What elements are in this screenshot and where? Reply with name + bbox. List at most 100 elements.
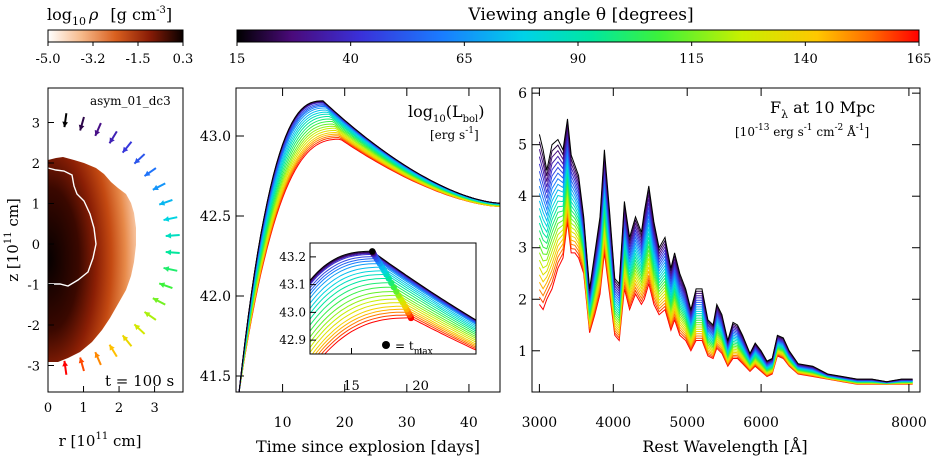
density-tick-label: -1.5 xyxy=(125,52,150,67)
left-y-tick-label: -2 xyxy=(27,319,40,334)
mid-x-tick-label: 20 xyxy=(336,415,354,431)
right-panel-frame xyxy=(531,87,921,393)
viewing-arrow-head xyxy=(159,282,166,288)
viewing-arrow-head xyxy=(122,146,129,153)
inset-curve-line xyxy=(311,305,476,354)
inset-curve-line xyxy=(310,266,476,327)
left-y-tick-label: 1 xyxy=(32,198,40,213)
light-curves xyxy=(238,100,500,392)
inset-y-tick-label: 42.9 xyxy=(279,333,306,347)
viewing-arrow-head xyxy=(134,157,141,164)
left-y-axis-label: z [1011 cm] xyxy=(3,198,22,282)
left-x-tick-label: 2 xyxy=(115,401,123,416)
right-y-tick-label: 1 xyxy=(518,344,527,360)
tmax-legend-marker xyxy=(382,341,390,349)
viewing-arrow-head xyxy=(109,137,115,144)
viewing-arrow-head xyxy=(165,249,172,256)
viewing-arrow-head xyxy=(94,352,101,359)
viewing-arrow-head xyxy=(62,360,69,367)
inset-curve-line xyxy=(310,260,476,324)
light-curve-title: log10(Lbol) xyxy=(408,102,484,125)
angle-tick-label: 165 xyxy=(907,52,931,67)
angle-tick-label: 40 xyxy=(342,52,359,67)
viewing-arrow-head xyxy=(62,121,69,128)
viewing-arrow-head xyxy=(78,357,85,364)
viewing-arrow-head xyxy=(144,311,151,318)
mid-x-tick-label: 10 xyxy=(274,415,292,431)
angle-colorbar: Viewing angle θ [degrees] 15 40 65 90 115 140… xyxy=(229,5,931,67)
inset-curve-line xyxy=(310,274,476,330)
middle-x-axis-label: Time since explosion [days] xyxy=(256,437,480,456)
tmax-marker xyxy=(369,248,376,255)
spectra-curves xyxy=(538,118,913,385)
tmax-legend-label: = tmax xyxy=(395,339,433,357)
spectrum-line xyxy=(538,118,913,383)
left-y-tick-label: 2 xyxy=(32,157,40,172)
angle-tick-label: 90 xyxy=(570,52,587,67)
right-y-tick-label: 5 xyxy=(518,138,527,154)
left-y-tick-label: 0 xyxy=(32,238,40,253)
spectra-title: Fλ at 10 Mpc xyxy=(770,98,875,121)
right-x-axis-label: Rest Wavelength [Å] xyxy=(642,436,807,456)
light-curve-panel: 10 20 30 40 41.5 42.0 42.5 43.0 log10(Lbol) [er… xyxy=(200,87,501,456)
left-x-tick-label: 0 xyxy=(44,401,52,416)
right-y-tick-label: 3 xyxy=(518,241,527,257)
mid-x-tick-label: 40 xyxy=(460,415,478,431)
density-contour xyxy=(47,167,97,287)
left-x-axis-label: r [1011 cm] xyxy=(59,431,142,450)
density-colorbar-bar xyxy=(47,29,184,43)
mid-y-tick-label: 42.0 xyxy=(200,289,231,305)
angle-tick-label: 15 xyxy=(229,52,246,67)
density-tick-label: -3.2 xyxy=(80,52,105,67)
inset-x-tick-label: 20 xyxy=(412,379,429,394)
inset-curve-line xyxy=(314,308,476,354)
inset-curve-line xyxy=(310,302,476,353)
density-tick-label: 0.3 xyxy=(173,52,194,67)
angle-colorbar-bar xyxy=(236,29,920,43)
spectra-units: [10-13 erg s-1 cm-2 Å-1] xyxy=(735,123,869,139)
inset-curve-line xyxy=(324,317,476,354)
viewing-arrow-head xyxy=(152,298,159,304)
right-x-tick-label: 5000 xyxy=(669,415,705,431)
inset-x-tick-label: 15 xyxy=(343,379,360,394)
density-colorbar: log10 ρ [g cm-3] -5.0 -3.2 -1.5 0.3 xyxy=(35,5,193,67)
viewing-arrow-head xyxy=(165,232,172,239)
middle-panel-frame xyxy=(235,87,501,393)
right-x-tick-label: 3000 xyxy=(522,415,558,431)
middle-panel-ticks: 10 20 30 40 41.5 42.0 42.5 43.0 xyxy=(200,88,478,431)
inset-curve-line xyxy=(317,311,476,354)
left-panel-ticks: 0 1 2 3 3 2 1 0 -1 -2 -3 xyxy=(27,117,158,417)
right-y-tick-label: 4 xyxy=(518,189,527,205)
viewing-arrow-head xyxy=(109,344,115,351)
angle-tick-label: 140 xyxy=(793,52,818,67)
mid-x-tick-label: 30 xyxy=(398,415,416,431)
viewing-arrow-head xyxy=(163,266,170,272)
inset-curve-line xyxy=(310,290,476,338)
light-curve-units: [erg s-1] xyxy=(430,126,479,142)
viewing-arrow-head xyxy=(134,324,141,331)
inset-y-tick-label: 43.0 xyxy=(279,305,306,319)
left-y-tick-label: -3 xyxy=(27,360,40,375)
left-x-tick-label: 3 xyxy=(150,401,158,416)
viewing-arrow-head xyxy=(152,184,159,190)
light-curve-line xyxy=(238,100,500,392)
viewing-arrow-head xyxy=(144,170,151,177)
mid-y-tick-label: 41.5 xyxy=(200,369,231,385)
inset-curve-line xyxy=(310,250,476,321)
time-label: t = 100 s xyxy=(105,372,174,390)
angle-colorbar-ticks: 15 40 65 90 115 140 165 xyxy=(229,42,931,67)
viewing-arrow-head xyxy=(78,124,85,131)
angle-colorbar-label: Viewing angle θ [degrees] xyxy=(467,5,693,25)
left-y-tick-label: 3 xyxy=(32,117,40,132)
mid-y-tick-label: 42.5 xyxy=(200,209,231,225)
inset-curve-line xyxy=(310,263,476,325)
inset-curve-line xyxy=(310,270,476,329)
angle-tick-label: 115 xyxy=(679,52,704,67)
density-colorbar-ticks: -5.0 -3.2 -1.5 0.3 xyxy=(35,42,193,67)
density-colorbar-label: log10 ρ [g cm-3] xyxy=(47,5,172,28)
model-label: asym_01_dc3 xyxy=(90,94,171,108)
viewing-arrow-head xyxy=(94,129,101,136)
right-x-tick-label: 8000 xyxy=(891,415,927,431)
